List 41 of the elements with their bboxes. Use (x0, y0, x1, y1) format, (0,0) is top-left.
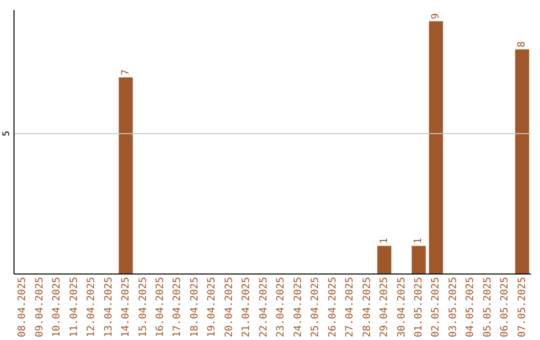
data-label: 8 (516, 41, 528, 48)
x-tick-label: 23.04.2025 (276, 277, 287, 338)
x-tick-label: 11.04.2025 (68, 277, 80, 338)
x-tick-label: 03.05.2025 (448, 277, 459, 338)
x-tick-label: 07.05.2025 (516, 277, 528, 338)
data-label: 9 (430, 13, 442, 20)
x-tick-label: 04.05.2025 (465, 277, 476, 338)
bar (515, 49, 530, 274)
x-tick-label: 15.04.2025 (138, 277, 149, 338)
x-tick-label: 14.04.2025 (120, 277, 132, 338)
x-tick-label: 13.04.2025 (103, 277, 114, 338)
x-tick-label: 02.05.2025 (430, 277, 442, 338)
x-tick-label: 21.04.2025 (241, 277, 252, 338)
x-tick-label: 17.04.2025 (172, 277, 184, 338)
x-tick-label: 26.04.2025 (327, 277, 338, 338)
x-tick-label: 24.04.2025 (292, 277, 304, 338)
bar (428, 21, 443, 274)
data-label: 1 (413, 238, 424, 244)
x-tick-label: 18.04.2025 (189, 277, 200, 338)
x-tick-label: 28.04.2025 (362, 277, 373, 338)
bar (118, 77, 133, 274)
x-tick-label: 20.04.2025 (224, 277, 235, 338)
x-tick-label: 19.04.2025 (206, 277, 218, 338)
x-tick-label: 22.04.2025 (258, 277, 270, 338)
data-label: 1 (378, 238, 390, 244)
x-tick-label: 01.05.2025 (413, 277, 424, 338)
x-tick-label: 29.04.2025 (379, 277, 390, 338)
x-tick-label: 16.04.2025 (154, 277, 166, 338)
bar (412, 246, 426, 274)
x-tick-label: 30.04.2025 (396, 277, 408, 338)
x-tick-label: 06.05.2025 (500, 277, 511, 338)
x-tick-label: 27.04.2025 (344, 277, 356, 338)
data-label: 7 (120, 69, 132, 76)
x-tick-label: 25.04.2025 (310, 277, 322, 338)
x-tick-label: 09.04.2025 (34, 277, 46, 338)
x-tick-label: 12.04.2025 (86, 277, 98, 338)
bar (377, 246, 392, 274)
y-tick-label: 5 (2, 130, 12, 136)
x-tick-label: 08.04.2025 (17, 277, 28, 338)
x-tick-label: 10.04.2025 (52, 277, 63, 338)
x-tick-label: 05.05.2025 (482, 277, 494, 338)
